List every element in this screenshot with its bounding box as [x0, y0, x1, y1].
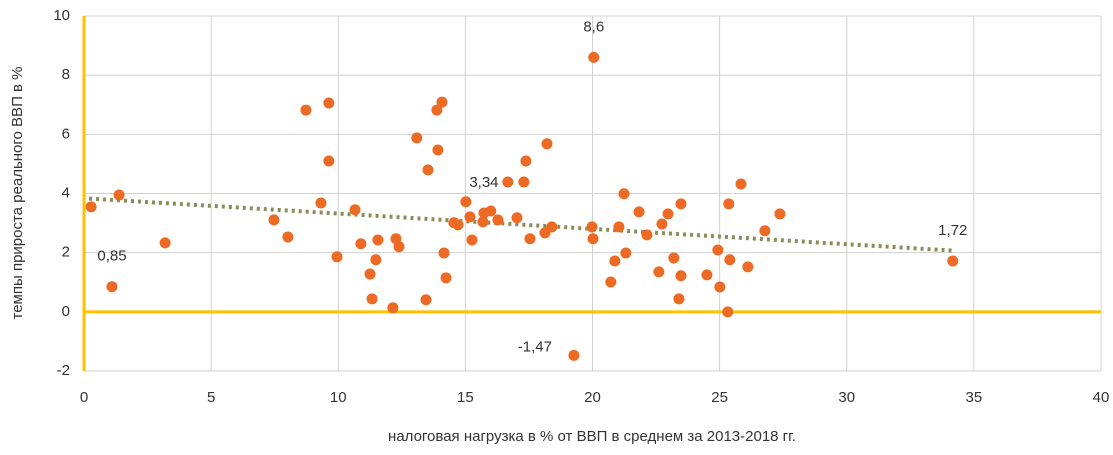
point — [370, 254, 382, 266]
point — [641, 229, 653, 241]
x-tick-label: 30 — [838, 389, 855, 406]
point — [520, 155, 532, 167]
point — [714, 281, 726, 293]
point — [511, 212, 523, 224]
data-label: 0,85 — [97, 248, 126, 265]
point — [673, 293, 685, 305]
point — [633, 206, 645, 218]
y-axis-title: темпы прироста реального ВВП в % — [9, 67, 26, 320]
point — [460, 196, 472, 208]
point — [355, 238, 367, 250]
point — [724, 254, 736, 266]
point — [464, 211, 476, 223]
x-tick-label: 35 — [966, 389, 983, 406]
point — [113, 189, 125, 201]
point — [159, 237, 171, 249]
point — [366, 293, 378, 305]
point — [300, 104, 312, 116]
point — [774, 208, 786, 220]
data-label: 8,6 — [583, 18, 604, 35]
x-tick-label: 20 — [584, 389, 601, 406]
data-label: -1,47 — [518, 338, 552, 355]
point — [653, 266, 665, 278]
point — [422, 164, 434, 176]
point — [586, 221, 598, 233]
x-tick-label: 15 — [457, 389, 474, 406]
point — [372, 234, 384, 246]
data-label: 1,72 — [938, 222, 967, 239]
x-tick-label: 0 — [80, 389, 88, 406]
point — [742, 261, 754, 273]
point — [701, 269, 713, 281]
point — [609, 255, 621, 267]
point — [364, 268, 376, 280]
point — [106, 281, 118, 293]
point — [85, 201, 97, 213]
x-tick-label: 5 — [207, 389, 215, 406]
point — [438, 247, 450, 259]
y-tick-label: 10 — [53, 7, 70, 24]
y-tick-label: 4 — [62, 184, 70, 201]
point — [485, 205, 497, 217]
point — [656, 218, 668, 230]
point — [947, 255, 959, 267]
trendline — [88, 196, 953, 253]
y-tick-label: 8 — [62, 66, 70, 83]
y-tick-label: 0 — [62, 303, 70, 320]
x-tick-label: 25 — [711, 389, 728, 406]
point — [541, 138, 553, 150]
y-tick-label: 6 — [62, 125, 70, 142]
point — [675, 270, 687, 282]
point — [675, 198, 687, 210]
point — [268, 214, 280, 226]
point — [282, 231, 294, 243]
point — [620, 247, 632, 259]
point — [323, 97, 335, 109]
point — [420, 294, 432, 306]
point — [393, 241, 405, 253]
point — [618, 188, 630, 200]
point — [323, 155, 335, 167]
point — [477, 216, 489, 228]
y-tick-label: 2 — [62, 244, 70, 261]
point — [668, 252, 680, 264]
point — [524, 233, 536, 245]
point — [331, 251, 343, 263]
point — [349, 204, 361, 216]
point — [492, 214, 504, 226]
point — [315, 197, 327, 209]
point — [759, 225, 771, 237]
data-label: 3,34 — [469, 174, 498, 191]
point — [432, 144, 444, 156]
point — [588, 51, 600, 63]
point — [436, 96, 448, 108]
point — [452, 219, 464, 231]
point — [440, 272, 452, 284]
point — [605, 276, 617, 288]
point — [387, 302, 399, 314]
x-axis-title: налоговая нагрузка в % от ВВП в среднем … — [388, 428, 796, 445]
y-tick-label: -2 — [57, 362, 70, 379]
point — [568, 349, 580, 361]
point — [518, 176, 530, 188]
x-tick-label: 40 — [1093, 389, 1110, 406]
point — [431, 104, 443, 116]
point — [411, 132, 423, 144]
point — [723, 198, 735, 210]
point — [502, 176, 514, 188]
point — [466, 234, 478, 246]
point — [722, 306, 734, 318]
point — [735, 178, 747, 190]
point — [613, 221, 625, 233]
point — [546, 221, 558, 233]
x-tick-label: 10 — [330, 389, 347, 406]
point — [587, 233, 599, 245]
point — [662, 208, 674, 220]
point — [712, 244, 724, 256]
